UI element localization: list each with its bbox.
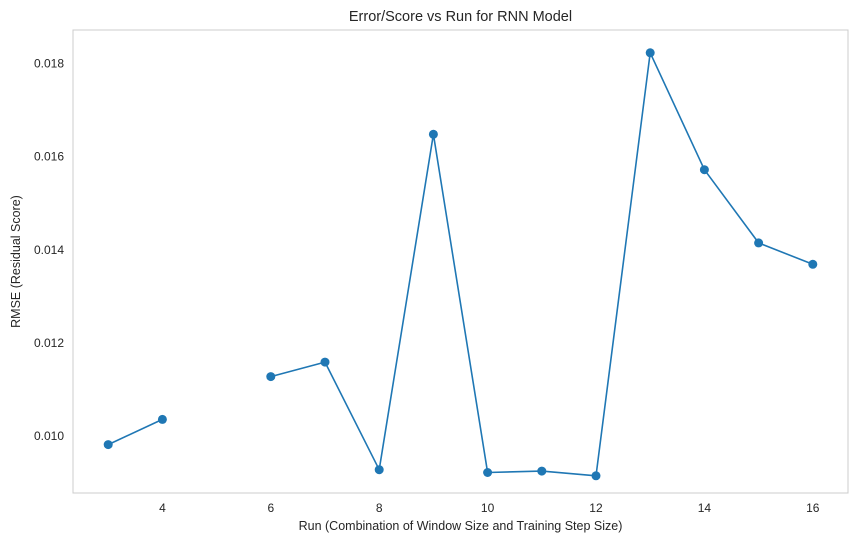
data-point: [645, 48, 655, 58]
data-point: [320, 357, 330, 367]
series-line: [107, 418, 163, 446]
series-layer: [103, 48, 818, 481]
data-point: [157, 414, 167, 424]
x-tick-label: 16: [806, 501, 820, 515]
data-point: [591, 471, 601, 481]
x-tick-label: 4: [159, 501, 166, 515]
x-axis-label: Run (Combination of Window Size and Trai…: [299, 519, 623, 533]
y-tick-label: 0.014: [34, 243, 64, 257]
y-axis-ticks: 0.010 0.012 0.014 0.016 0.018: [34, 57, 64, 444]
data-point: [699, 165, 709, 175]
data-point: [266, 372, 276, 382]
data-point: [428, 129, 438, 139]
data-point: [483, 468, 493, 477]
data-point: [808, 259, 818, 269]
data-point: [537, 466, 547, 476]
y-tick-label: 0.016: [34, 150, 64, 164]
data-point: [754, 238, 764, 248]
x-tick-label: 12: [589, 501, 603, 515]
x-tick-label: 6: [267, 501, 274, 515]
y-axis-label: RMSE (Residual Score): [9, 195, 23, 328]
data-point: [103, 440, 113, 450]
data-point: [374, 465, 384, 475]
y-tick-label: 0.010: [34, 429, 64, 443]
x-tick-label: 8: [376, 501, 383, 515]
x-axis-ticks: 4 6 8 10 12 14 16: [159, 501, 820, 515]
plot-area-frame: [72, 29, 849, 494]
chart-title: Error/Score vs Run for RNN Model: [349, 9, 572, 25]
x-tick-label: 10: [481, 501, 495, 515]
y-tick-label: 0.012: [34, 336, 64, 350]
x-tick-label: 14: [698, 501, 712, 515]
y-tick-label: 0.018: [34, 57, 64, 71]
